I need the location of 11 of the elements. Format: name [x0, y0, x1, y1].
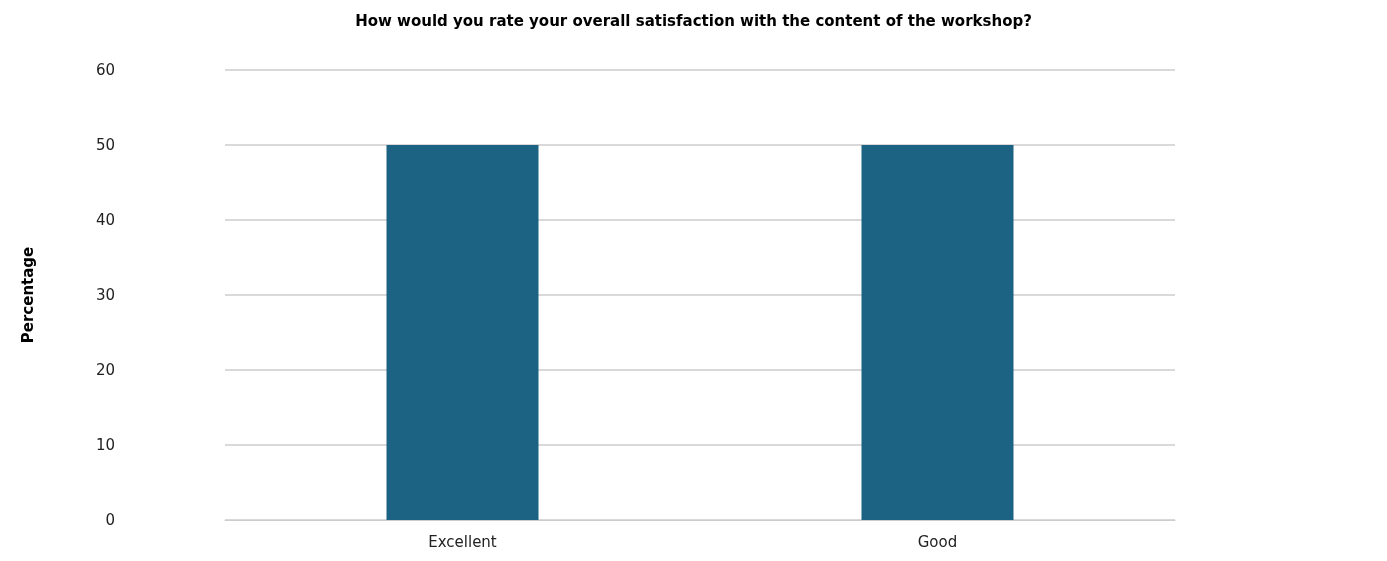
y-tick-label: 40 — [95, 211, 115, 229]
y-tick-label: 30 — [95, 286, 115, 304]
y-tick-label: 60 — [95, 61, 115, 79]
y-tick-label: 0 — [105, 511, 115, 529]
y-axis-title: Percentage — [18, 246, 37, 344]
y-tick-label: 50 — [95, 136, 115, 154]
x-tick-label: Good — [917, 532, 958, 551]
y-tick-label: 20 — [95, 361, 115, 379]
chart-title: How would you rate your overall satisfaction with the content of the workshop? — [355, 11, 1032, 30]
x-tick-label: Excellent — [428, 532, 497, 551]
y-tick-label: 10 — [95, 436, 115, 454]
